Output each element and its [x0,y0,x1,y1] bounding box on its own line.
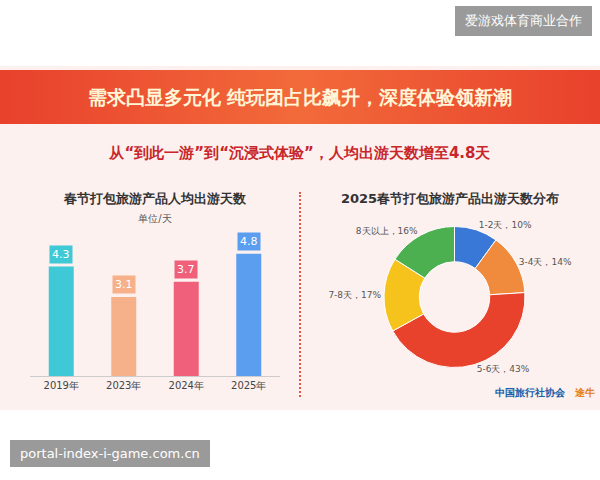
html-text:单位/天: 单位/天 [138,213,172,224]
svg-text:2019年: 2019年 [44,380,79,391]
html-text:需求凸显多元化 纯玩团占比飙升，深度体验领新潮: 需求凸显多元化 纯玩团占比飙升，深度体验领新潮 [87,86,513,108]
html-text:爱游戏体育商业合作: 爱游戏体育商业合作 [465,13,582,28]
svg-text:1-2天，10%: 1-2天，10% [479,220,532,230]
svg-text:5-6天，43%: 5-6天，43% [477,364,530,374]
svg-text:3-4天，14%: 3-4天，14% [519,257,572,267]
svg-text:4.8: 4.8 [240,235,258,248]
html-text:portal-index-i-game.com.cn: portal-index-i-game.com.cn [20,446,200,461]
html-text:春节打包旅游产品人均出游天数: 春节打包旅游产品人均出游天数 [64,191,246,206]
svg-text:2025年: 2025年 [231,380,266,391]
html-text:2025春节打包旅游产品出游天数分布: 2025春节打包旅游产品出游天数分布 [340,191,560,206]
html-text:从“到此一游”到“沉浸式体验”，人均出游天数增至4.8天: 从“到此一游”到“沉浸式体验”，人均出游天数增至4.8天 [109,144,491,162]
svg-text:3.7: 3.7 [177,263,195,276]
svg-text:2023年: 2023年 [106,380,141,391]
html-text:途牛: 途牛 [575,387,595,398]
svg-text:7-8天，17%: 7-8天，17% [328,290,381,300]
svg-text:3.1: 3.1 [115,278,133,291]
svg-text:4.3: 4.3 [52,248,70,261]
svg-text:2024年: 2024年 [169,380,204,391]
svg-text:8天以上，16%: 8天以上，16% [356,226,418,236]
html-text:中国旅行社协会: 中国旅行社协会 [495,387,565,398]
